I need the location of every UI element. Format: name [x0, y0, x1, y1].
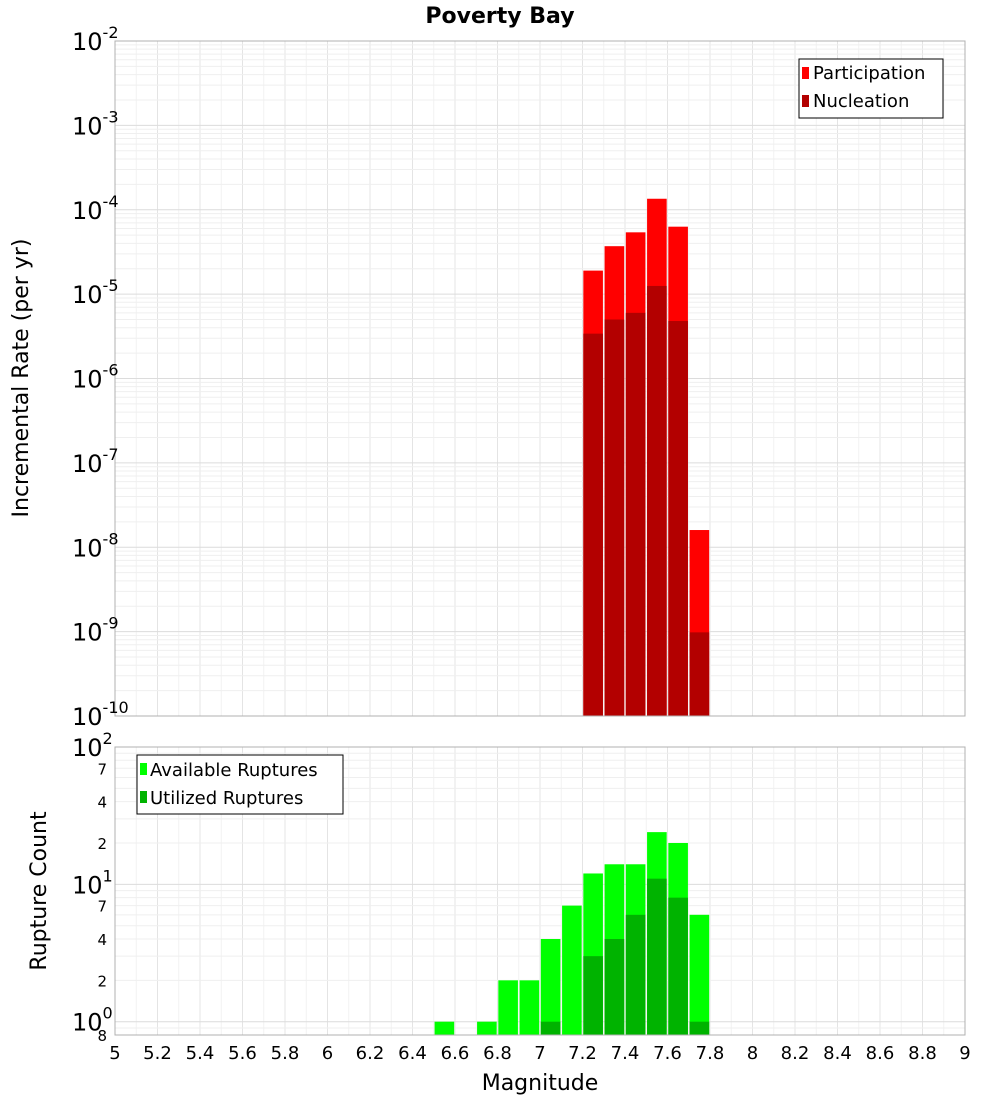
top-y-axis-ticks: 10-2 10-3 10-4 10-5 10-6 10-7 10-8 10-9 10-10: [72, 23, 129, 731]
y-tick-label: 10-5: [72, 276, 119, 309]
utilized-ruptures-bar: [625, 914, 646, 1035]
y-minor-tick-label: 4: [97, 931, 107, 949]
x-tick-label: 6.2: [356, 1043, 385, 1064]
x-axis-label: Magnitude: [482, 1071, 599, 1096]
x-tick-label: 5.6: [228, 1043, 257, 1064]
y-tick-label: 10-9: [72, 614, 119, 647]
nucleation-bar: [583, 333, 603, 716]
y-tick-label: 100: [72, 1004, 113, 1037]
nucleation-bar: [604, 319, 625, 716]
utilized-ruptures-bar: [668, 897, 688, 1035]
nucleation-bar: [689, 632, 710, 716]
x-tick-label: 5.2: [143, 1043, 172, 1064]
x-tick-label: 5.8: [271, 1043, 300, 1064]
bottom-legend-box: [136, 754, 344, 815]
bottom-plot-frame: [114, 746, 966, 1036]
x-tick-label: 5: [109, 1043, 120, 1064]
utilized-ruptures-bar: [540, 1021, 561, 1035]
chart-title: Poverty Bay: [425, 4, 574, 29]
legend-label-available: Available Ruptures: [150, 760, 318, 781]
y-tick-label: 102: [72, 729, 113, 762]
y-tick-label: 10-3: [72, 107, 119, 140]
x-tick-label: 8.6: [866, 1043, 895, 1064]
legend-label-utilized: Utilized Ruptures: [150, 788, 303, 809]
x-tick-label: 6.4: [398, 1043, 427, 1064]
available-ruptures-bar: [477, 1021, 497, 1035]
bottom-y-axis-ticks: 102 101 100 7 4 2 7 4 2 8: [72, 729, 113, 1045]
nucleation-bar: [625, 312, 646, 716]
legend-label-participation: Participation: [813, 63, 925, 84]
x-tick-label: 5.4: [186, 1043, 215, 1064]
legend-swatch-participation: [802, 67, 809, 79]
utilized-ruptures-bar: [604, 939, 625, 1035]
top-plot-frame: [114, 40, 966, 717]
bottom-legend: Available Ruptures Utilized Ruptures: [136, 754, 344, 815]
top-plot-bars: [583, 198, 710, 717]
top-legend: Participation Nucleation: [798, 58, 944, 119]
x-tick-label: 7.4: [611, 1043, 640, 1064]
top-y-axis-label: Incremental Rate (per yr): [9, 239, 34, 518]
utilized-ruptures-bar: [583, 956, 603, 1035]
y-tick-label: 10-8: [72, 529, 119, 562]
x-tick-label: 8.4: [823, 1043, 852, 1064]
y-tick-label: 10-2: [72, 23, 119, 56]
y-tick-label: 10-7: [72, 445, 119, 478]
legend-swatch-available: [140, 763, 147, 775]
nucleation-bar: [647, 285, 667, 716]
x-tick-label: 6.6: [441, 1043, 470, 1064]
x-tick-label: 7.2: [568, 1043, 597, 1064]
y-tick-label: 101: [72, 866, 113, 899]
legend-label-nucleation: Nucleation: [813, 91, 909, 112]
x-tick-label: 9: [959, 1043, 970, 1064]
y-minor-tick-label: 8: [97, 1027, 107, 1045]
bottom-plot-bars: [434, 832, 710, 1035]
y-minor-tick-label: 4: [97, 794, 107, 812]
available-ruptures-bar: [689, 914, 710, 1035]
x-tick-label: 8: [747, 1043, 758, 1064]
utilized-ruptures-bar: [689, 1021, 710, 1035]
x-tick-label: 8.8: [908, 1043, 937, 1064]
utilized-ruptures-bar: [647, 878, 667, 1035]
y-minor-tick-label: 7: [97, 898, 107, 916]
x-tick-label: 7.8: [696, 1043, 725, 1064]
x-tick-label: 8.2: [781, 1043, 810, 1064]
x-axis-ticks: 5 5.2 5.4 5.6 5.8 6 6.2 6.4 6.6 6.8 7 7.2 7.4 7.6 7.8 8…: [109, 1043, 970, 1064]
legend-swatch-utilized: [140, 791, 147, 803]
nucleation-bar: [668, 321, 688, 716]
y-tick-label: 10-10: [72, 698, 129, 731]
x-tick-label: 6.8: [483, 1043, 512, 1064]
x-tick-label: 6: [322, 1043, 333, 1064]
x-tick-label: 7.6: [653, 1043, 682, 1064]
legend-swatch-nucleation: [802, 95, 809, 107]
available-ruptures-bar: [562, 905, 582, 1035]
top-plot-grid: [114, 41, 966, 717]
y-tick-label: 10-6: [72, 361, 119, 394]
available-ruptures-bar: [434, 1021, 455, 1035]
bottom-y-axis-label: Rupture Count: [27, 811, 52, 971]
available-ruptures-bar: [519, 980, 540, 1035]
y-minor-tick-label: 2: [97, 972, 107, 990]
available-ruptures-bar: [540, 939, 561, 1035]
y-tick-label: 10-4: [72, 192, 119, 225]
available-ruptures-bar: [498, 980, 518, 1035]
y-minor-tick-label: 2: [97, 835, 107, 853]
y-minor-tick-label: 7: [97, 760, 107, 778]
x-tick-label: 7: [534, 1043, 545, 1064]
top-legend-box: [798, 58, 944, 119]
